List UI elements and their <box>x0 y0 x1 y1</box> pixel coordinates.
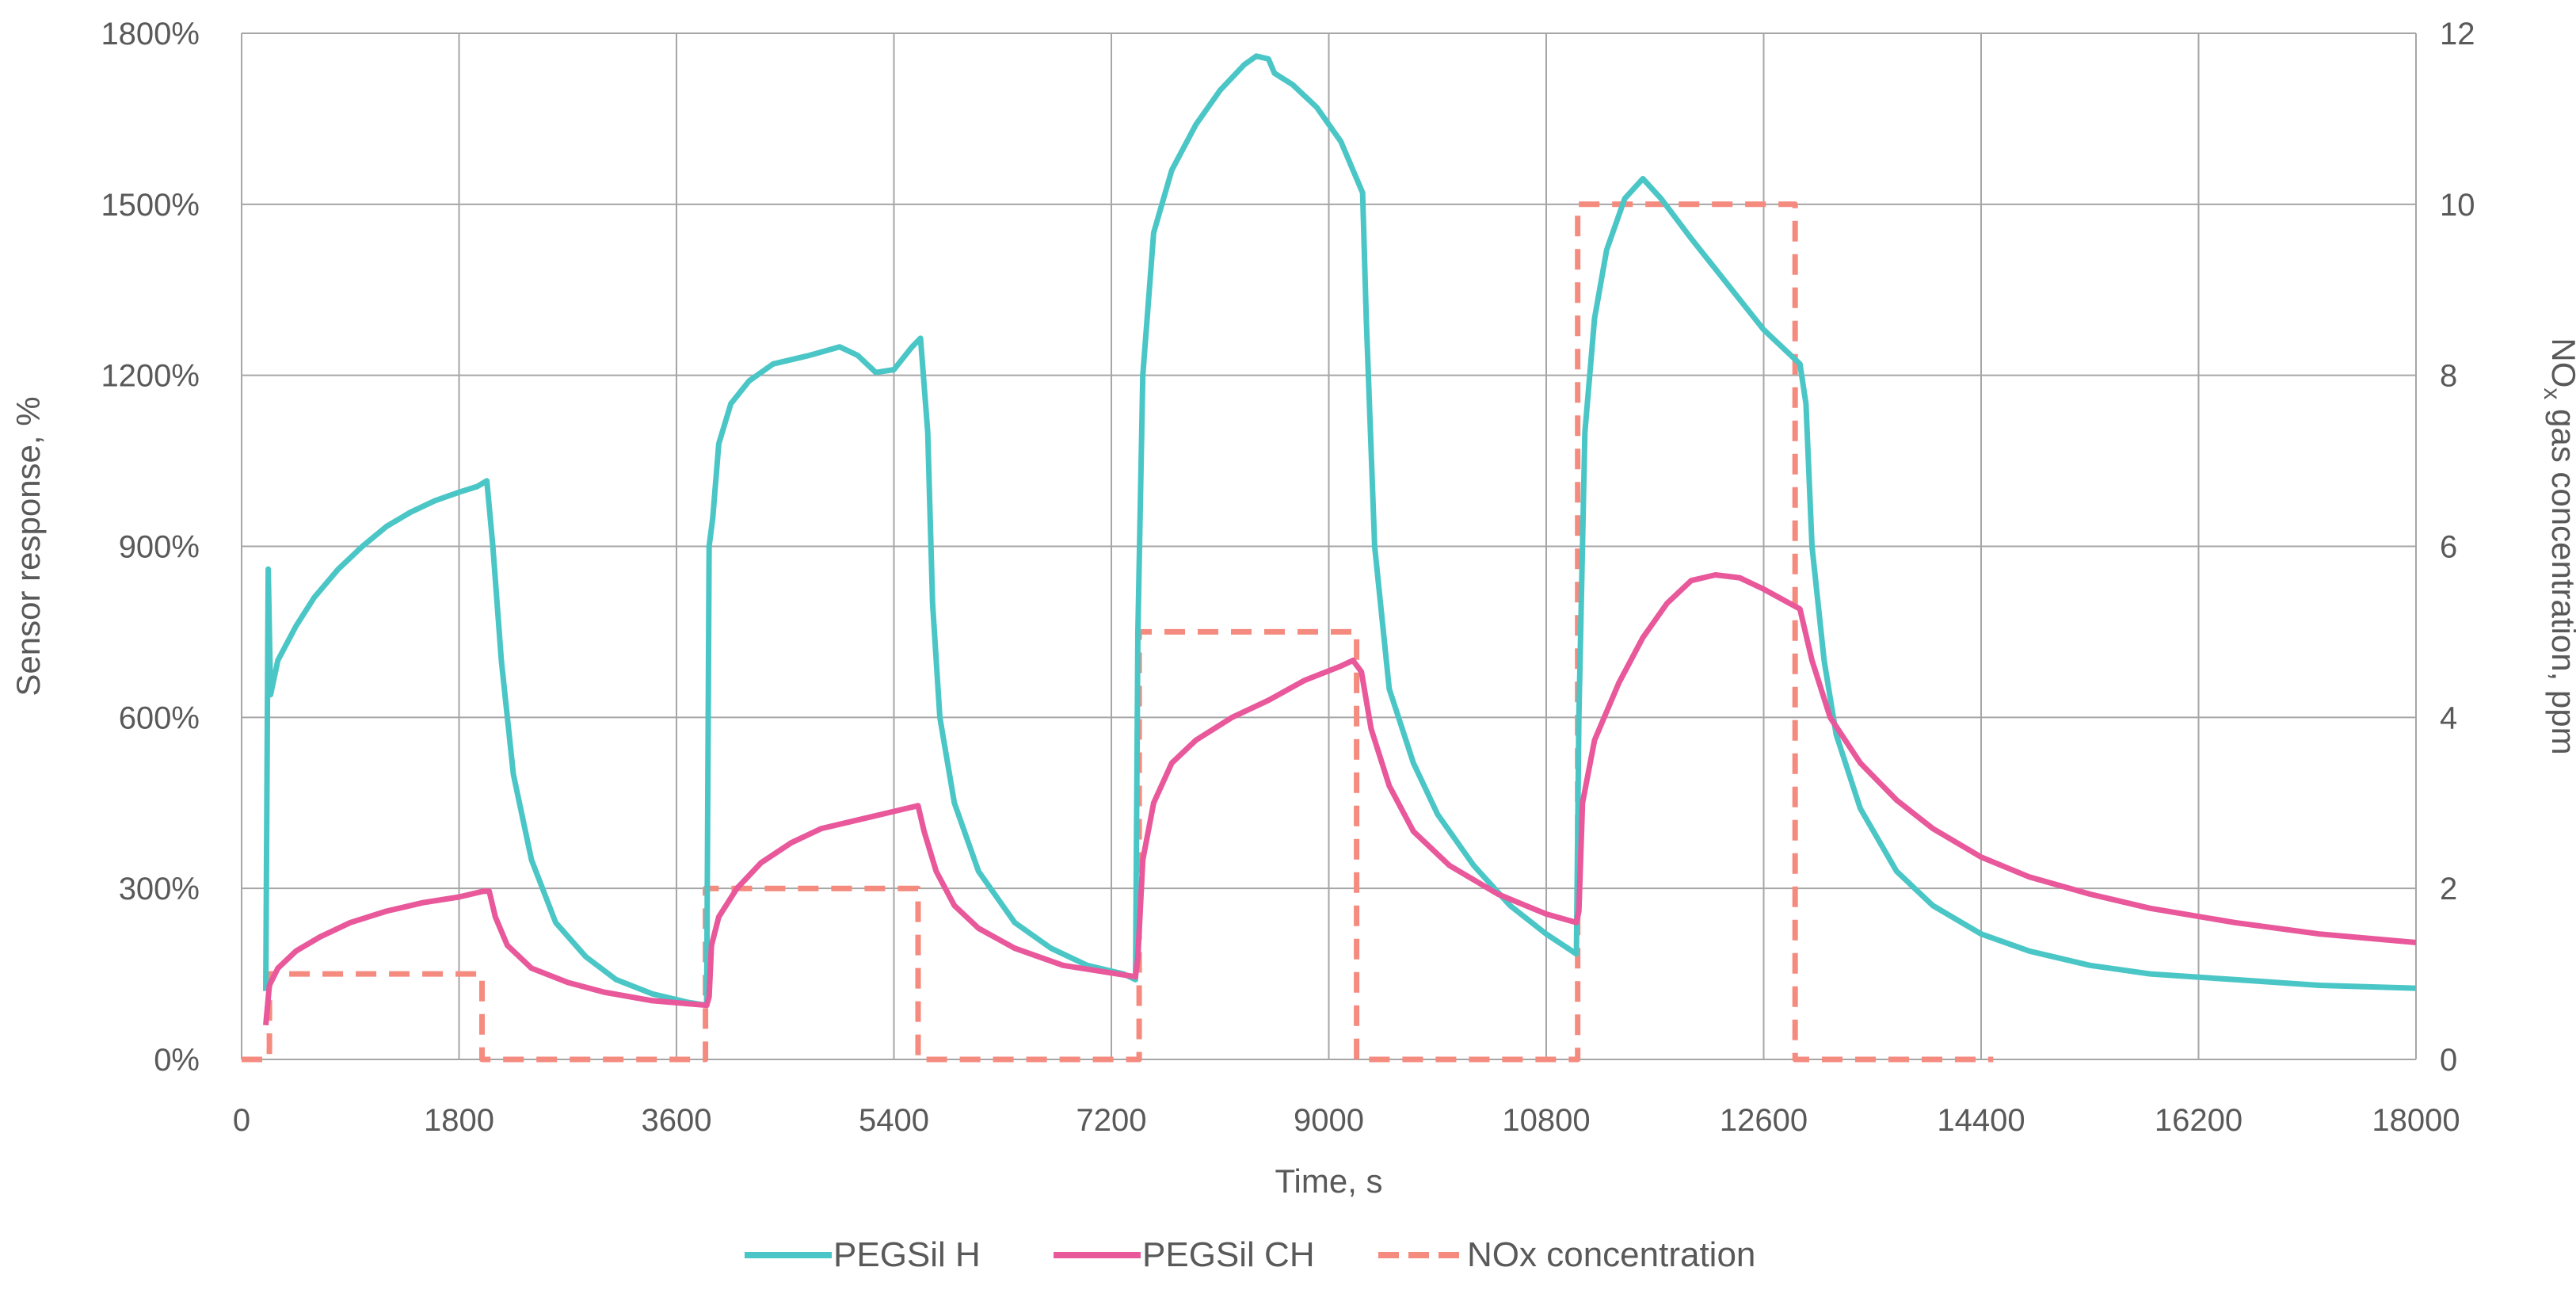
y2-tick-label: 8 <box>2440 359 2457 394</box>
y2-axis-title: NOx gas concentration, ppm <box>2539 338 2576 754</box>
legend-label: PEGSil H <box>833 1235 981 1274</box>
y2-tick-label: 6 <box>2440 530 2457 565</box>
x-tick-label: 16200 <box>2155 1103 2243 1138</box>
x-tick-label: 18000 <box>2372 1103 2460 1138</box>
x-tick-label: 5400 <box>859 1103 929 1138</box>
y2-tick-label: 0 <box>2440 1043 2457 1078</box>
legend-label: PEGSil CH <box>1142 1235 1315 1274</box>
x-axis: 0 1800 3600 5400 7200 9000 10800 12600 14400 1620… <box>233 1103 2460 1138</box>
y-tick-label: 1800% <box>101 17 200 52</box>
x-tick-label: 9000 <box>1294 1103 1364 1138</box>
x-axis-title: Time, s <box>1275 1162 1382 1200</box>
legend: PEGSil H PEGSil CH NOx concentration <box>745 1235 1755 1274</box>
grid-lines <box>241 32 2417 1060</box>
x-tick-label: 1800 <box>424 1103 494 1138</box>
y-tick-label: 600% <box>119 700 200 735</box>
y-tick-label: 1500% <box>101 188 200 223</box>
y2-tick-label: 4 <box>2440 700 2457 735</box>
y2-tick-label: 12 <box>2440 17 2475 52</box>
y-tick-label: 1200% <box>101 359 200 394</box>
x-tick-label: 14400 <box>1937 1103 2025 1138</box>
series-line-pegsil-ch <box>263 572 2417 1026</box>
y2-axis-title-part: NO <box>2545 338 2576 387</box>
y2-axis-title-subscript: x <box>2539 387 2565 399</box>
y-tick-label: 300% <box>119 872 200 906</box>
y2-tick-label: 2 <box>2440 872 2457 906</box>
y-axis-left: 0% 300% 600% 900% 1200% 1500% 1800% <box>101 17 200 1078</box>
x-tick-label: 10800 <box>1502 1103 1590 1138</box>
y-axis-right: 0 2 4 6 8 10 12 <box>2440 17 2475 1078</box>
series-line-nox-concentration <box>242 201 1994 1063</box>
x-tick-label: 12600 <box>1720 1103 1808 1138</box>
x-tick-label: 3600 <box>642 1103 712 1138</box>
y-tick-label: 900% <box>119 530 200 565</box>
y2-tick-label: 10 <box>2440 188 2475 223</box>
y2-axis-title-part: gas concentration, ppm <box>2545 399 2576 754</box>
series-layer <box>242 53 2417 1063</box>
x-tick-label: 0 <box>233 1103 250 1138</box>
legend-label: NOx concentration <box>1467 1235 1755 1274</box>
series-line-pegsil-h <box>263 53 2417 1009</box>
x-tick-label: 7200 <box>1077 1103 1147 1138</box>
y-tick-label: 0% <box>154 1043 200 1078</box>
y-axis-title: Sensor response, % <box>10 396 47 696</box>
